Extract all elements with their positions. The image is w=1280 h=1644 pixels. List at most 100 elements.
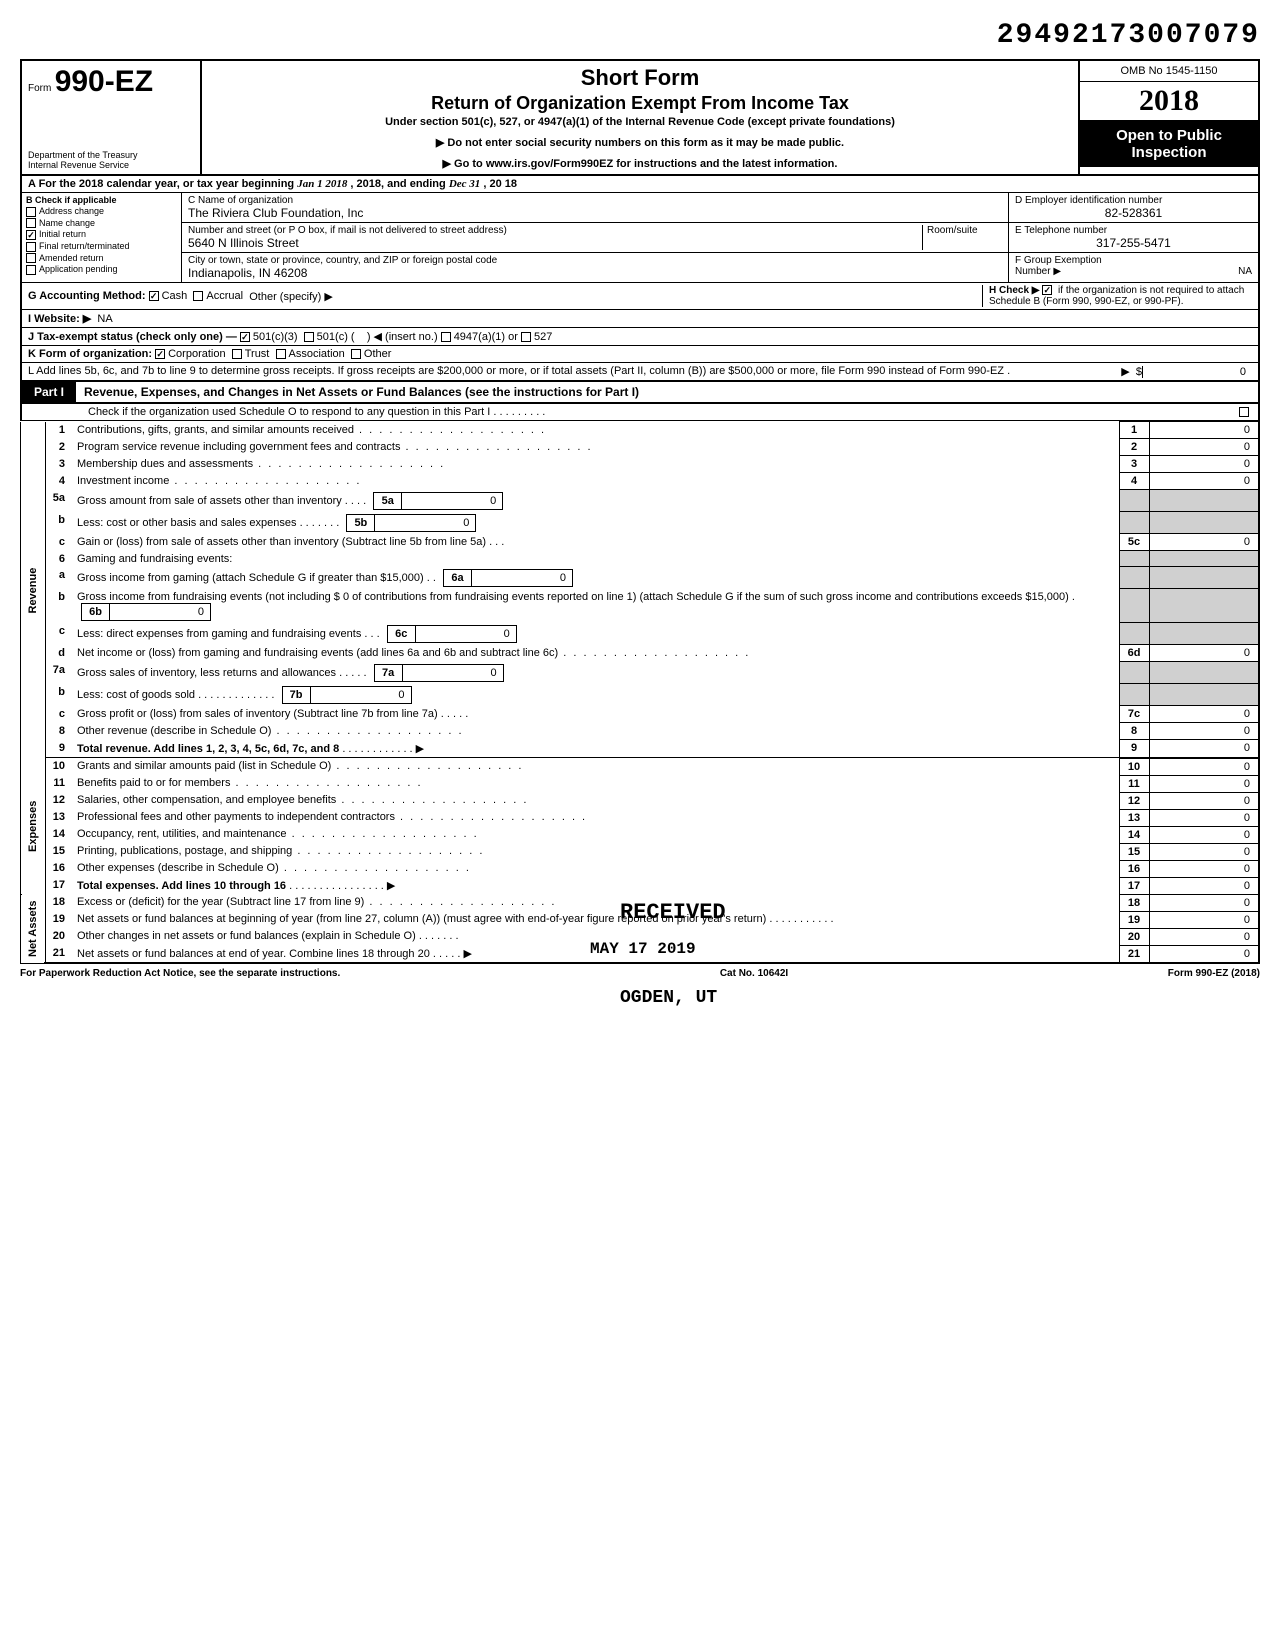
cb-cash[interactable]: ✓: [149, 291, 159, 301]
line1-val: 0: [1149, 422, 1259, 439]
line6b-ival: 0: [110, 604, 210, 620]
l-val: 0: [1142, 366, 1252, 378]
side-expenses: Expenses: [21, 758, 45, 894]
line7a-ival: 0: [403, 665, 503, 681]
line9-desc: Total revenue. Add lines 1, 2, 3, 4, 5c,…: [77, 743, 339, 755]
cb-527[interactable]: [521, 332, 531, 342]
line13-desc: Professional fees and other payments to …: [77, 811, 395, 823]
f-val: NA: [1238, 266, 1252, 277]
dept-treasury: Department of the Treasury: [28, 150, 138, 160]
cash-label: Cash: [162, 290, 188, 302]
line21-desc: Net assets or fund balances at end of ye…: [77, 948, 430, 960]
part1-header: Part I Revenue, Expenses, and Changes in…: [20, 382, 1260, 404]
cb-name-label: Name change: [39, 218, 95, 228]
line17-val: 0: [1149, 877, 1259, 894]
header-center: Short Form Return of Organization Exempt…: [202, 61, 1078, 174]
cb-assoc[interactable]: [276, 349, 286, 359]
cb-other[interactable]: [351, 349, 361, 359]
city-label: City or town, state or province, country…: [188, 255, 497, 266]
line6d-val: 0: [1149, 645, 1259, 662]
cb-accrual[interactable]: [193, 291, 203, 301]
line16-desc: Other expenses (describe in Schedule O): [77, 862, 279, 874]
dept-irs: Internal Revenue Service: [28, 160, 138, 170]
part1-check-line: Check if the organization used Schedule …: [20, 404, 1260, 421]
line11-val: 0: [1149, 775, 1259, 792]
line15-val: 0: [1149, 843, 1259, 860]
room-label: Room/suite: [927, 225, 978, 236]
org-name: The Riviera Club Foundation, Inc: [188, 206, 1002, 220]
accrual-label: Accrual: [206, 290, 243, 302]
cal-suffix: , 20 18: [483, 178, 517, 190]
j-opt4: 527: [534, 331, 552, 343]
cb-h[interactable]: ✓: [1042, 285, 1052, 295]
side-revenue: Revenue: [21, 422, 45, 759]
line5a-ival: 0: [402, 493, 502, 509]
footer-mid: Cat No. 10642I: [720, 968, 788, 979]
cal-prefix: A For the 2018 calendar year, or tax yea…: [28, 178, 294, 190]
line18-desc: Excess or (deficit) for the year (Subtra…: [77, 896, 364, 908]
cb-address-label: Address change: [39, 206, 104, 216]
cb-corp[interactable]: ✓: [155, 349, 165, 359]
line3-desc: Membership dues and assessments: [77, 458, 253, 470]
line5c-val: 0: [1149, 534, 1259, 551]
line3-val: 0: [1149, 456, 1259, 473]
l-line: L Add lines 5b, 6c, and 7b to line 9 to …: [20, 363, 1260, 382]
line6a-desc: Gross income from gaming (attach Schedul…: [77, 571, 424, 583]
form-prefix: Form: [28, 83, 51, 94]
e-label: E Telephone number: [1015, 225, 1107, 236]
line12-val: 0: [1149, 792, 1259, 809]
form-header: Form 990-EZ Department of the Treasury I…: [20, 59, 1260, 176]
j-line: J Tax-exempt status (check only one) — ✓…: [20, 328, 1260, 346]
cb-trust[interactable]: [232, 349, 242, 359]
line14-val: 0: [1149, 826, 1259, 843]
section-b-row: B Check if applicable Address change Nam…: [20, 193, 1260, 283]
line12-desc: Salaries, other compensation, and employ…: [77, 794, 336, 806]
part1-check-text: Check if the organization used Schedule …: [28, 406, 545, 418]
cb-4947[interactable]: [441, 332, 451, 342]
k-opt0: Corporation: [168, 348, 225, 360]
part1-title: Revenue, Expenses, and Changes in Net As…: [76, 382, 1258, 402]
line21-val: 0: [1149, 945, 1259, 963]
line11-desc: Benefits paid to or for members: [77, 777, 230, 789]
line19-desc: Net assets or fund balances at beginning…: [77, 913, 766, 925]
line19-val: 0: [1149, 911, 1259, 928]
street-label: Number and street (or P O box, if mail i…: [188, 225, 507, 236]
line20-desc: Other changes in net assets or fund bala…: [77, 930, 416, 942]
cb-final[interactable]: [26, 242, 36, 252]
f-sub: Number ▶: [1015, 266, 1061, 277]
line7b-desc: Less: cost of goods sold: [77, 688, 195, 700]
omb-number: OMB No 1545-1150: [1080, 61, 1258, 82]
d-label: D Employer identification number: [1015, 195, 1162, 206]
line6b-desc: Gross income from fundraising events (no…: [77, 591, 1069, 603]
j-label: J Tax-exempt status (check only one) —: [28, 331, 237, 343]
cb-pending[interactable]: [26, 265, 36, 275]
cb-501c3[interactable]: ✓: [240, 332, 250, 342]
checkbox-column: B Check if applicable Address change Nam…: [22, 193, 182, 282]
c-label: C Name of organization: [188, 195, 293, 206]
header-right: OMB No 1545-1150 2018 Open to Public Ins…: [1078, 61, 1258, 174]
cb-initial-label: Initial return: [39, 229, 86, 239]
line18-val: 0: [1149, 894, 1259, 911]
line6a-ival: 0: [472, 570, 572, 586]
line16-val: 0: [1149, 860, 1259, 877]
line14-desc: Occupancy, rent, utilities, and maintena…: [77, 828, 287, 840]
cb-schedo[interactable]: [1239, 407, 1249, 417]
i-line: I Website: ▶ NA: [20, 310, 1260, 328]
line7c-val: 0: [1149, 706, 1259, 723]
dept-block: Department of the Treasury Internal Reve…: [28, 150, 138, 170]
cal-mid: , 2018, and ending: [350, 178, 445, 190]
h-label: H Check ▶: [989, 285, 1039, 296]
cb-address[interactable]: [26, 207, 36, 217]
cb-amended[interactable]: [26, 253, 36, 263]
line6c-ival: 0: [416, 626, 516, 642]
cal-end: Dec 31: [449, 178, 480, 190]
header-left: Form 990-EZ Department of the Treasury I…: [22, 61, 202, 174]
cb-501c[interactable]: [304, 332, 314, 342]
cb-initial[interactable]: ✓: [26, 230, 36, 240]
ein-val: 82-528361: [1015, 206, 1252, 220]
line6-desc: Gaming and fundraising events:: [73, 551, 1119, 567]
line20-val: 0: [1149, 928, 1259, 945]
line1-desc: Contributions, gifts, grants, and simila…: [77, 424, 354, 436]
cb-name[interactable]: [26, 218, 36, 228]
line10-desc: Grants and similar amounts paid (list in…: [77, 760, 331, 772]
